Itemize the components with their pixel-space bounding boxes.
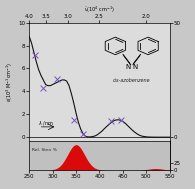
Point [110, 119, 113, 122]
Point [82, 132, 85, 136]
X-axis label: $\tilde{\nu}$(10$^4$ cm$^{-1}$): $\tilde{\nu}$(10$^4$ cm$^{-1}$) [84, 5, 115, 15]
Point [56, 77, 59, 80]
Text: $\lambda$ /nm: $\lambda$ /nm [38, 119, 54, 127]
Point [33, 53, 36, 56]
Point [42, 86, 45, 89]
Text: Rel. Stev %: Rel. Stev % [32, 148, 57, 152]
Y-axis label: $\varepsilon$(10$^3$ M$^{-1}$cm$^{-1}$): $\varepsilon$(10$^3$ M$^{-1}$cm$^{-1}$) [5, 62, 15, 102]
Point [119, 119, 122, 122]
Point [72, 119, 75, 122]
